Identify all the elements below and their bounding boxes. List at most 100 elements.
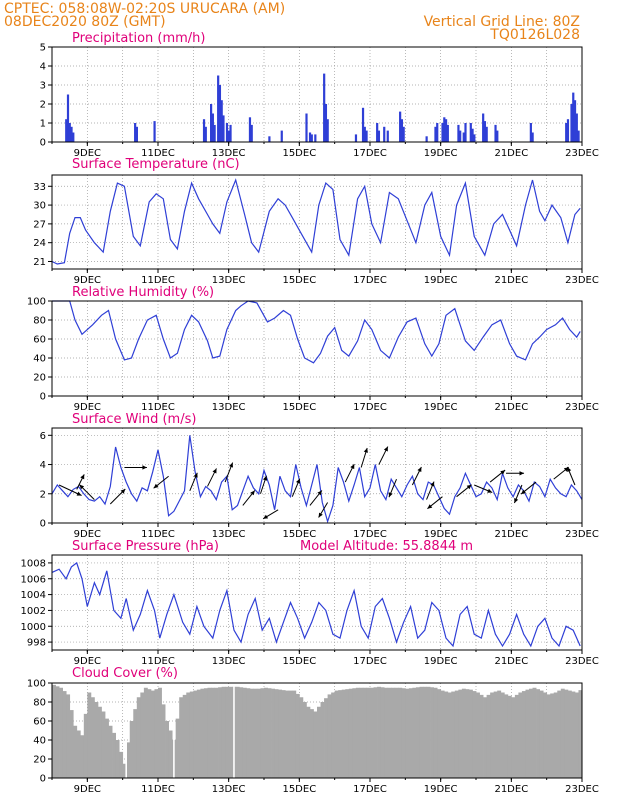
cloud-fill bbox=[546, 694, 551, 778]
pres-altitude: Model Altitude: 55.8844 m bbox=[300, 539, 473, 554]
precip-bar bbox=[210, 104, 213, 142]
cloud-fill bbox=[168, 730, 173, 778]
cloud-date-label: 15DEC bbox=[282, 784, 316, 795]
rh-series-line bbox=[52, 300, 581, 364]
pres-title: Surface Pressure (hPa) bbox=[72, 539, 219, 554]
temp-date-label: 13DEC bbox=[212, 275, 246, 286]
cloud-fill bbox=[500, 692, 505, 778]
cloud-fill bbox=[387, 687, 392, 778]
precip-bar bbox=[204, 126, 207, 142]
pres-series-line bbox=[51, 561, 581, 648]
cloud-fill bbox=[69, 710, 74, 778]
cloud-fill bbox=[260, 688, 265, 778]
cloud-fill bbox=[189, 691, 194, 778]
rh-title: Relative Humidity (%) bbox=[72, 285, 214, 300]
cloud-fill bbox=[87, 692, 92, 778]
wind-series-line bbox=[51, 435, 583, 524]
wind-date-label: 11DEC bbox=[141, 529, 175, 540]
precip-bar bbox=[308, 132, 312, 142]
precip-bar bbox=[268, 136, 271, 142]
cloud-date-label: 11DEC bbox=[141, 784, 175, 795]
cloud-ytick-label: 80 bbox=[33, 698, 46, 709]
precip-frame bbox=[51, 46, 583, 143]
rh-date-label: 21DEC bbox=[494, 402, 528, 413]
precip-bar bbox=[66, 94, 70, 142]
wind-title: Surface Wind (m/s) bbox=[72, 412, 196, 427]
rh-panel: 0 20 40 60 80 100 9DEC 11DEC 13DEC 15DEC 17DEC 19DE… bbox=[27, 297, 599, 414]
header-station: CPTEC: 058:08W-02:20S URUCARA (AM) bbox=[4, 1, 285, 17]
precip-bar bbox=[471, 128, 474, 142]
wind-arrowhead bbox=[317, 490, 322, 496]
cloud-fill bbox=[94, 702, 99, 778]
cloud-fill bbox=[557, 690, 562, 778]
header-date: 08DEC2020 80Z (GMT) bbox=[4, 14, 166, 30]
cloud-fill bbox=[80, 735, 85, 778]
precip-bar bbox=[363, 126, 366, 142]
cloud-fill bbox=[359, 687, 364, 778]
cloud-date-label: 23DEC bbox=[565, 784, 599, 795]
wind-ytick-label: 2 bbox=[40, 489, 46, 500]
cloud-fill bbox=[472, 691, 477, 778]
cloud-fill bbox=[274, 689, 279, 778]
cloud-fill bbox=[430, 687, 434, 778]
cloud-fill bbox=[249, 688, 254, 778]
precip-bar bbox=[531, 132, 534, 142]
cloud-fill bbox=[408, 688, 413, 778]
cloud-fill bbox=[415, 687, 420, 778]
pres-ytick-label: 1000 bbox=[21, 622, 46, 633]
cloud-fill bbox=[225, 686, 230, 778]
cloud-fill bbox=[119, 751, 124, 778]
temp-date-label: 23DEC bbox=[565, 275, 599, 286]
pres-date-label: 15DEC bbox=[282, 656, 316, 667]
wind-date-label: 13DEC bbox=[212, 529, 246, 540]
precip-bar bbox=[436, 123, 439, 142]
rh-date-label: 9DEC bbox=[74, 402, 101, 413]
precip-bar bbox=[324, 104, 328, 142]
precip-bar bbox=[473, 134, 476, 142]
cloud-fill bbox=[165, 721, 169, 778]
precip-bar bbox=[305, 113, 308, 142]
precip-bar bbox=[572, 92, 575, 142]
cloud-fill bbox=[59, 687, 63, 778]
wind-date-label: 21DEC bbox=[494, 529, 528, 540]
precip-bar bbox=[202, 119, 206, 142]
wind-arrowhead bbox=[521, 489, 526, 495]
cloud-fill bbox=[253, 688, 258, 778]
wind-arrowhead bbox=[514, 498, 519, 503]
rh-date-label: 17DEC bbox=[353, 402, 387, 413]
cloud-fill bbox=[419, 686, 424, 778]
wind-arrowhead bbox=[153, 483, 159, 489]
precip-bar bbox=[425, 136, 428, 142]
precip-bar bbox=[441, 123, 444, 142]
precip-bar bbox=[464, 123, 467, 142]
precip-bar bbox=[377, 130, 381, 142]
cloud-fill bbox=[115, 740, 120, 778]
cloud-fill bbox=[578, 690, 583, 778]
cloud-fill bbox=[507, 695, 512, 778]
cloud-ytick-label: 0 bbox=[40, 774, 46, 785]
wind-arrowhead bbox=[250, 490, 255, 496]
cloud-fill bbox=[278, 689, 283, 778]
precip-bar bbox=[462, 132, 465, 142]
precip-bar bbox=[213, 124, 216, 142]
wind-arrowhead bbox=[76, 491, 82, 496]
header-grid-note: Vertical Grid Line: 80Z bbox=[424, 14, 580, 30]
precip-bar bbox=[566, 119, 570, 142]
precip-ytick-label: 4 bbox=[40, 62, 46, 73]
precip-bar bbox=[229, 124, 232, 142]
pres-ytick-label: 1008 bbox=[21, 558, 46, 569]
precip-bar bbox=[365, 130, 368, 142]
temp-panel: 21 24 27 30 33 9DEC 11DEC 13DEC 15DEC 17DEC 19DEC 2… bbox=[33, 174, 599, 286]
header-model-id: TQ0126L028 bbox=[489, 27, 580, 43]
cloud-fill bbox=[143, 687, 148, 778]
cloud-fill bbox=[536, 689, 540, 778]
cloud-fill bbox=[62, 691, 67, 778]
cloud-fill bbox=[539, 690, 544, 778]
cloud-fill bbox=[211, 687, 215, 778]
cloud-fill bbox=[529, 688, 533, 778]
precip-bar bbox=[386, 130, 389, 142]
cloud-ytick-label: 40 bbox=[33, 736, 46, 747]
wind-panel: 0 2 4 6 9DEC 11DEC 13DEC 15DEC 17DEC 19DEC 21DEC 23… bbox=[40, 427, 599, 540]
wind-ytick-label: 0 bbox=[40, 519, 46, 530]
wind-arrowhead bbox=[193, 472, 198, 478]
